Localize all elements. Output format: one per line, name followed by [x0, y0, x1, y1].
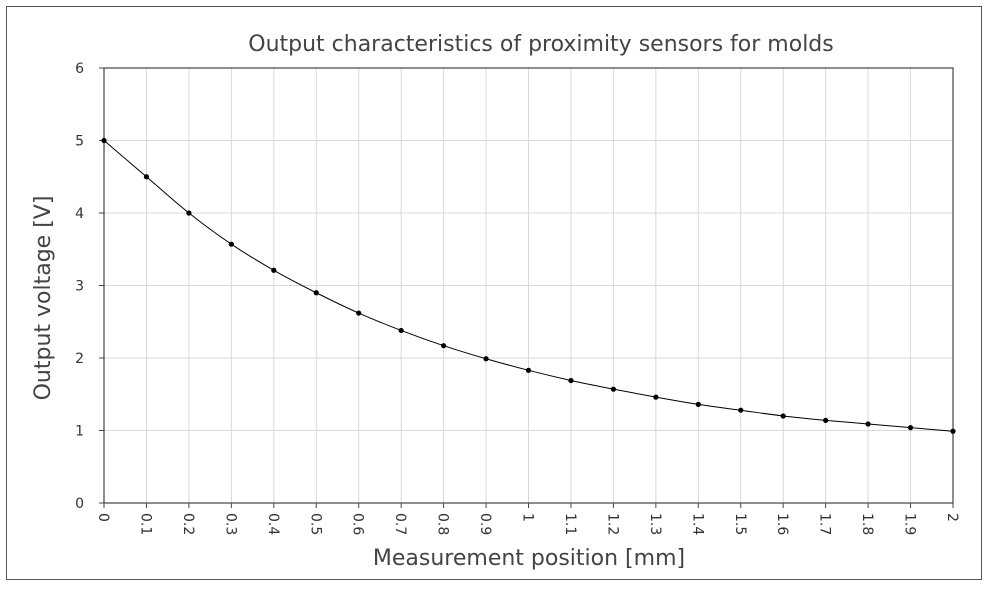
data-point — [610, 386, 617, 392]
x-tick-label: 1.3 — [647, 513, 663, 535]
y-tick-label: 5 — [75, 134, 84, 150]
axes — [99, 67, 954, 508]
data-point — [228, 241, 234, 247]
y-tick-label: 0 — [75, 496, 84, 512]
x-tick-label: 1 — [520, 513, 536, 522]
x-tick-labels: 0 0.1 0.2 0.3 0.4 0.5 0.6 0.7 0.8 0.9 1 1.1 1.2 1.3 1.… — [95, 513, 960, 535]
x-tick-label: 1.1 — [562, 513, 578, 535]
data-point — [653, 394, 659, 400]
y-tick-label: 6 — [75, 61, 84, 77]
data-point — [271, 267, 277, 273]
x-tick-label: 0.7 — [392, 513, 408, 535]
series-output-voltage — [101, 137, 956, 434]
y-tick-label: 4 — [75, 206, 84, 222]
y-axis-label: Output voltage [V] — [31, 196, 56, 401]
x-tick-label: 2 — [944, 513, 960, 522]
data-point — [441, 343, 447, 349]
chart-title: Output characteristics of proximity sens… — [248, 32, 833, 57]
x-tick-label: 1.5 — [732, 513, 748, 535]
x-tick-label: 0.1 — [137, 513, 153, 535]
data-point — [738, 407, 744, 413]
y-tick-label: 2 — [75, 351, 84, 367]
y-tick-label: 3 — [75, 279, 84, 295]
x-tick-label: 0.2 — [180, 513, 196, 535]
y-tick-labels: 0 1 2 3 4 5 6 — [75, 61, 84, 512]
data-point — [950, 428, 956, 434]
data-point — [101, 137, 107, 144]
x-tick-label: 0.9 — [477, 513, 493, 535]
x-tick-label: 1.4 — [689, 513, 705, 535]
x-tick-label: 0.3 — [222, 513, 238, 535]
data-point — [865, 421, 871, 427]
data-point — [186, 210, 192, 216]
x-tick-label: 0 — [95, 513, 111, 522]
data-point — [568, 377, 574, 384]
data-point — [356, 310, 362, 316]
data-point — [780, 413, 786, 419]
data-point — [143, 174, 150, 180]
data-point — [823, 417, 829, 423]
gridlines — [104, 68, 953, 503]
x-axis-label: Measurement position [mm] — [373, 546, 685, 571]
data-point — [313, 290, 319, 296]
data-point — [695, 401, 701, 407]
y-tick-label: 1 — [75, 424, 84, 440]
chart-frame — [6, 6, 982, 580]
data-point — [525, 367, 532, 373]
x-tick-label: 0.5 — [307, 513, 323, 535]
data-point — [907, 425, 914, 431]
data-point — [398, 327, 404, 334]
x-tick-label: 0.4 — [265, 513, 281, 535]
x-tick-label: 0.8 — [435, 513, 451, 535]
x-tick-label: 1.9 — [902, 513, 918, 535]
data-point — [483, 356, 489, 362]
x-tick-label: 0.6 — [350, 513, 366, 535]
x-tick-label: 1.2 — [604, 513, 620, 535]
plot-area-border — [103, 67, 954, 504]
x-tick-label: 1.6 — [774, 513, 790, 535]
x-tick-label: 1.7 — [817, 513, 833, 535]
x-tick-label: 1.8 — [859, 513, 875, 535]
